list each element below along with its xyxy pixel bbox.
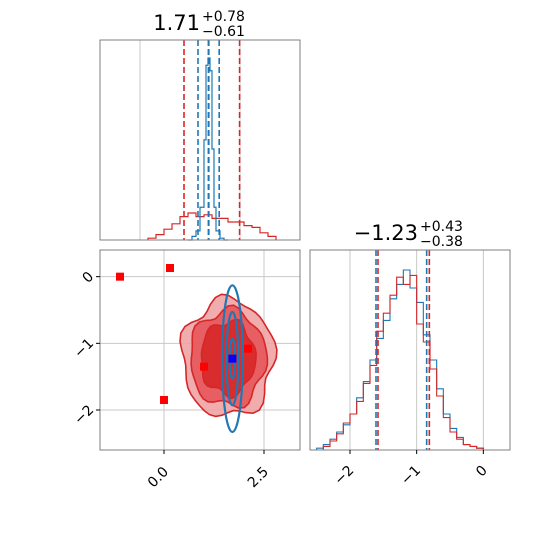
title-value: −1.23 [354,221,418,245]
y-tick-label: 0 [80,269,98,287]
title-lower: −0.61 [202,24,245,40]
y-tick-label: −2 [71,402,97,428]
histogram-series [316,269,484,451]
blue-marker-point [228,354,237,363]
red-marker-point [166,264,174,272]
x-tick-label: −2 [332,463,358,489]
x-tick-label: 2.5 [245,464,272,491]
joint-scatter-panel: 0.0 2.5 0 −1 −2 [71,249,301,491]
blue-density-contour [225,310,240,407]
scatter-points [116,264,252,404]
title-upper: +0.43 [420,219,463,235]
red-marker-point [160,396,168,404]
y-tick-label: −1 [71,336,97,362]
x-tick-label: 0.0 [145,464,172,491]
marginal-histogram-param2: −2 −1 0 −1.23 +0.43 −0.38 [309,219,511,488]
x-tick-label: 0 [473,463,491,481]
marginal-histogram-param1: 1.71 +0.78 −0.61 [99,9,301,241]
title-value: 1.71 [153,11,200,35]
grid-lines [139,40,241,240]
title-upper: +0.78 [202,9,245,25]
quantile-lines [183,40,241,240]
histogram-series-red [147,212,277,240]
x-tick-label: −1 [398,463,424,489]
red-marker-point [116,272,124,281]
histogram-series-blue [316,269,484,450]
title-lower: −0.38 [420,234,463,250]
axes-frame [309,249,511,451]
axes-frame [99,249,301,451]
blue-density-contour [220,284,244,434]
axes-frame [99,39,301,241]
histogram-series-red [316,274,484,451]
red-marker-point [244,344,252,353]
red-marker-point [200,362,208,371]
histogram-series [147,57,277,241]
quantile-lines [375,250,431,450]
axis-ticks: −2 −1 0 [332,450,491,488]
